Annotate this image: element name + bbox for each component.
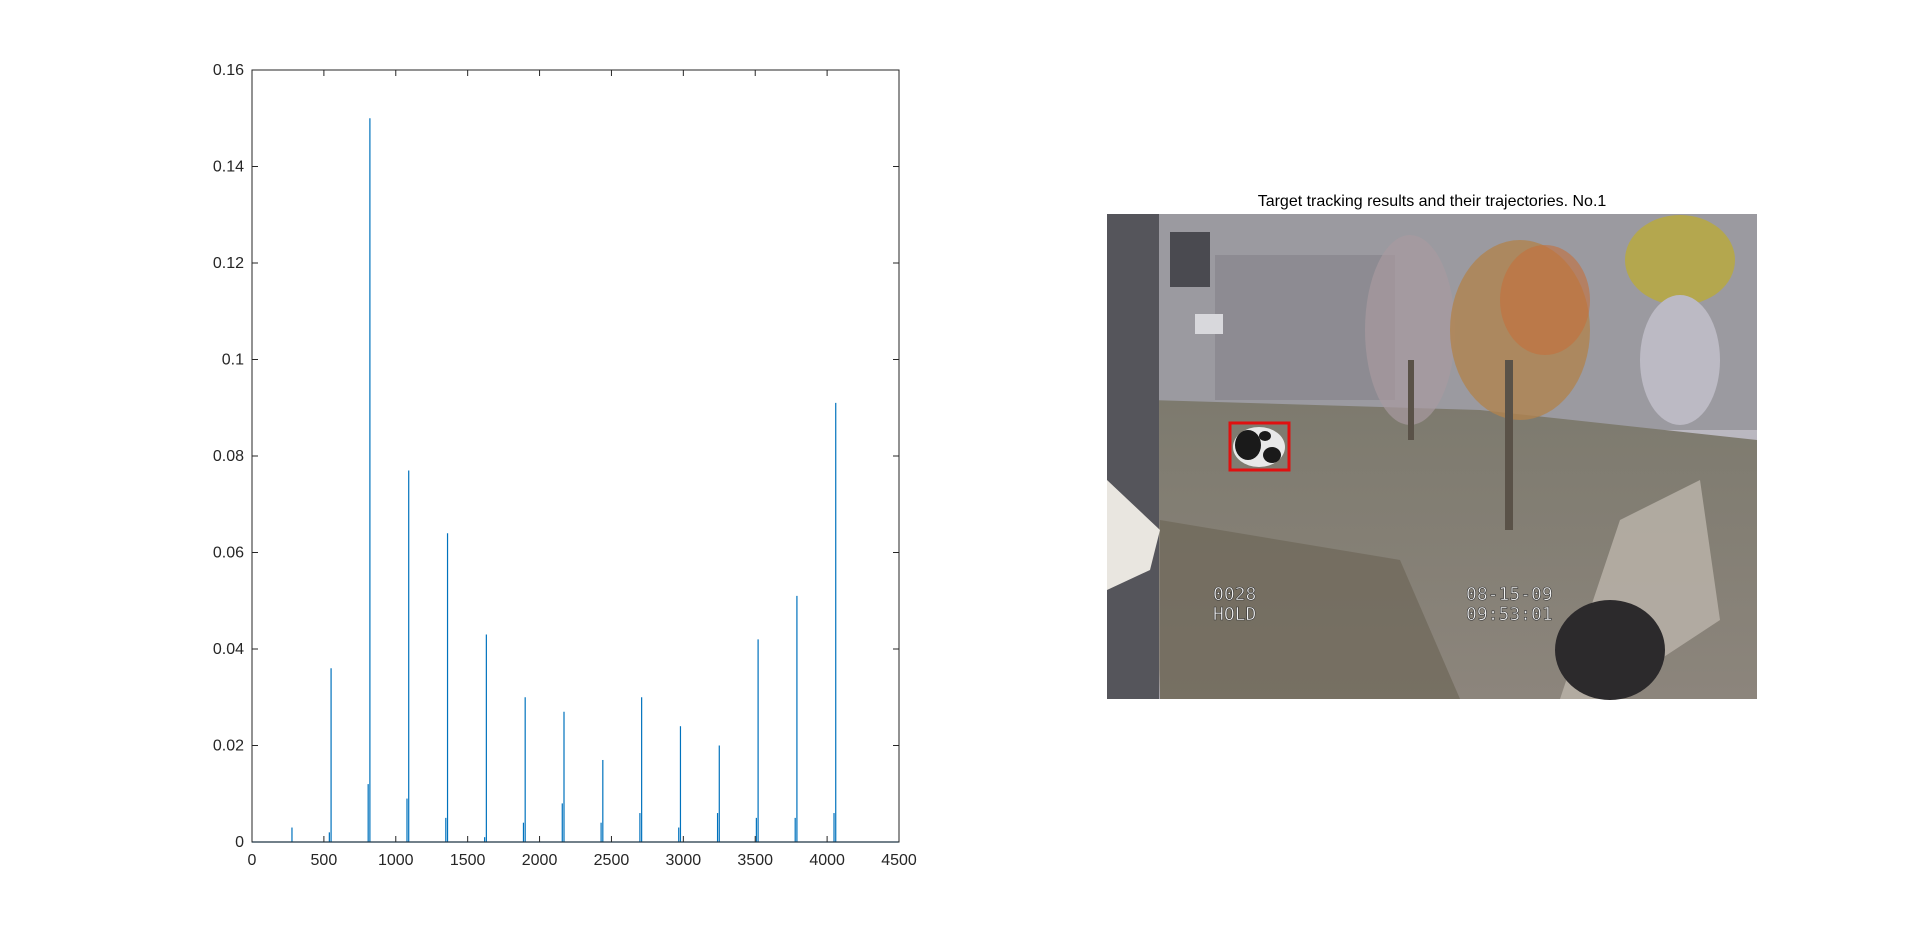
overlay-mode: HOLD xyxy=(1213,604,1256,625)
y-axis-ticks: 0 0.02 0.04 0.06 0.08 0.1 0.12 0.14 0.16 xyxy=(213,62,899,851)
y-tick-label: 0 xyxy=(235,834,244,851)
x-tick-label: 3000 xyxy=(666,852,702,869)
tracking-box xyxy=(1228,421,1291,472)
plot-area xyxy=(252,70,899,842)
y-tick-label: 0.1 xyxy=(222,352,244,369)
x-tick-label: 1000 xyxy=(378,852,414,869)
stem-series xyxy=(252,118,899,843)
y-tick-label: 0.06 xyxy=(213,545,244,562)
x-tick-label: 500 xyxy=(311,852,338,869)
y-tick-label: 0.14 xyxy=(213,159,244,176)
x-tick-label: 4000 xyxy=(809,852,845,869)
frame-title: Target tracking results and their trajec… xyxy=(1258,193,1607,210)
y-tick-label: 0.12 xyxy=(213,255,244,272)
x-tick-label: 4500 xyxy=(881,852,917,869)
x-tick-label: 2500 xyxy=(594,852,630,869)
x-tick-label: 2000 xyxy=(522,852,558,869)
x-tick-label: 1500 xyxy=(450,852,486,869)
y-tick-label: 0.08 xyxy=(213,448,244,465)
overlay-time: 09:53:01 xyxy=(1466,604,1553,625)
overlay-counter: 0028 xyxy=(1213,584,1256,605)
x-tick-label: 0 xyxy=(248,852,257,869)
y-tick-label: 0.02 xyxy=(213,738,244,755)
stem-chart: 0 500 1000 1500 2000 2500 3000 3500 4000 4500 0 0.… xyxy=(213,62,917,869)
overlay-date: 08-15-09 xyxy=(1466,584,1553,605)
x-axis-ticks: 0 500 1000 1500 2000 2500 3000 3500 4000 4500 xyxy=(248,70,917,869)
y-tick-label: 0.04 xyxy=(213,641,244,658)
video-frame: 0028 HOLD 08-15-09 09:53:01 xyxy=(1107,214,1757,700)
tracking-frame-panel: Target tracking results and their trajec… xyxy=(1107,193,1757,700)
x-tick-label: 3500 xyxy=(737,852,773,869)
y-tick-label: 0.16 xyxy=(213,62,244,79)
